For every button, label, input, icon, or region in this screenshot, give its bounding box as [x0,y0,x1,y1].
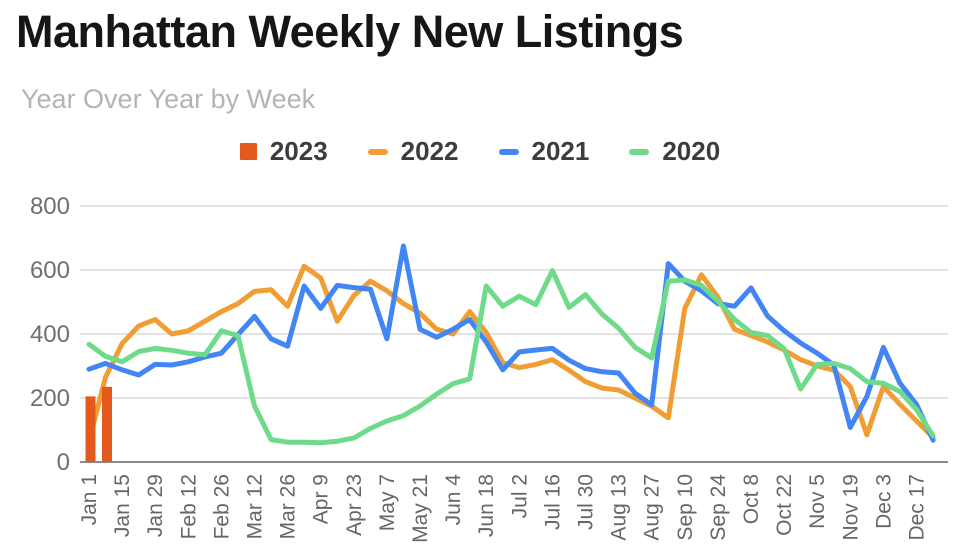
x-tick-label: Mar 12 [244,474,267,539]
x-tick-label: Jan 1 [78,474,101,525]
x-tick-label: Jun 18 [475,474,498,537]
legend-label: 2020 [662,136,721,166]
x-tick-label: Feb 12 [177,474,200,539]
x-tick-label: Dec 17 [906,474,929,541]
y-tick-label: 400 [30,321,70,348]
y-tick-label: 0 [57,449,70,476]
series-2023-bar[interactable] [102,386,112,462]
x-tick-label: Feb 26 [210,474,233,539]
x-tick-label: Apr 23 [343,474,366,536]
series-2020-line[interactable] [86,268,936,446]
legend-label: 2022 [400,136,459,166]
legend-label: 2021 [531,136,590,166]
series-2021-line[interactable] [86,243,936,443]
x-tick-label: Oct 22 [773,474,796,536]
legend-swatch-2021 [498,148,519,155]
x-tick-label: Jul 2 [508,474,531,518]
x-tick-label: Dec 3 [872,474,895,529]
y-tick-label: 800 [30,193,70,220]
legend-item-2020: 2020 [629,136,720,167]
x-tick-label: Jul 16 [541,474,564,530]
x-tick-label: Jul 30 [575,474,598,530]
chart-subtitle: Year Over Year by Week [21,84,316,114]
x-tick-label: May 7 [376,474,399,531]
x-tick-label: Nov 19 [839,474,862,541]
x-tick-label: May 21 [409,474,432,543]
legend-item-2022: 2022 [367,136,459,167]
x-tick-label: Oct 8 [740,474,763,524]
x-tick-label: Jan 15 [111,474,134,537]
legend-swatch-2020 [629,148,650,155]
series-2023-bar[interactable] [85,396,96,462]
x-tick-label: Sep 10 [674,474,697,541]
x-tick-label: Jan 29 [144,474,167,537]
legend-swatch-2022 [367,148,388,155]
x-tick-label: Aug 27 [641,474,664,541]
x-tick-label: Nov 5 [806,474,829,529]
x-tick-label: Mar 26 [277,474,300,539]
legend-swatch-2023 [239,143,257,160]
x-tick-label: Aug 13 [608,474,631,541]
x-tick-label: Sep 24 [707,474,730,541]
chart-title: Manhattan Weekly New Listings [16,6,684,57]
legend-item-2021: 2021 [498,136,590,167]
series-2022-line[interactable] [86,263,936,444]
x-tick-label: Jun 4 [442,474,465,526]
legend-label: 2023 [269,136,328,166]
y-tick-label: 600 [30,257,70,284]
x-tick-label: Apr 9 [310,474,333,524]
chart-legend: 2023 2022 2021 2020 [0,136,960,167]
y-tick-label: 200 [30,385,70,412]
legend-item-2023: 2023 [239,136,328,167]
